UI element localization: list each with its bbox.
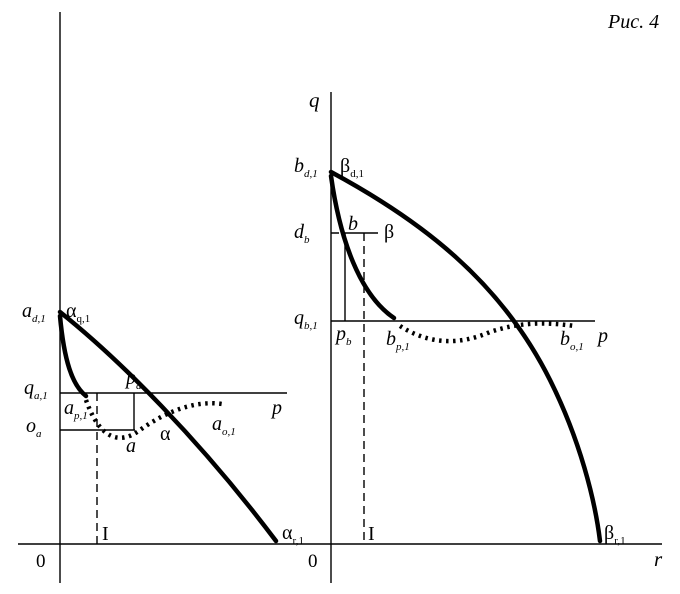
right-origin-label: 0 xyxy=(308,551,318,572)
q-axis-label: q xyxy=(309,88,320,112)
label-alpha-q1: αq,1 xyxy=(66,300,90,325)
left-a-curve xyxy=(57,313,89,399)
left-a-dotted-curve xyxy=(83,399,223,440)
label-b-d1: bd,1 xyxy=(294,155,318,180)
label-right-p-axis: p xyxy=(596,325,608,347)
label-beta-d1: βd,1 xyxy=(340,155,364,180)
label-a-p1: ap,1 xyxy=(64,397,88,422)
label-a-d1: ad,1 xyxy=(22,300,46,325)
label-left-I: I xyxy=(102,523,109,545)
left-alpha-curve xyxy=(57,309,279,544)
label-p-b: pb xyxy=(334,323,352,348)
label-alpha: α xyxy=(160,423,171,445)
right-beta-curve xyxy=(328,169,603,544)
label-left-p-axis: p xyxy=(270,397,282,419)
label-b-point: b xyxy=(348,213,358,235)
figure-caption: Рис. 4 xyxy=(607,11,659,33)
label-a-point: a xyxy=(126,435,136,457)
right-b-curve xyxy=(328,173,397,321)
label-b-o1: bo,1 xyxy=(560,328,584,353)
label-p-a: pa xyxy=(124,367,142,392)
label-q-a1: qa,1 xyxy=(24,377,48,402)
label-beta-r1: βr,1 xyxy=(604,522,626,547)
right-b-dotted-curve xyxy=(398,321,576,344)
label-beta: β xyxy=(384,221,394,243)
label-q-b1: qb,1 xyxy=(294,307,318,332)
label-d-b: db xyxy=(294,221,310,246)
label-o-a: oa xyxy=(26,415,42,440)
left-origin-label: 0 xyxy=(36,551,46,572)
label-b-p1: bp,1 xyxy=(386,328,410,353)
label-right-I: I xyxy=(368,523,375,545)
r-axis-label: r xyxy=(654,547,663,571)
label-a-o1: ao,1 xyxy=(212,413,236,438)
label-alpha-r1: αr,1 xyxy=(282,522,304,547)
